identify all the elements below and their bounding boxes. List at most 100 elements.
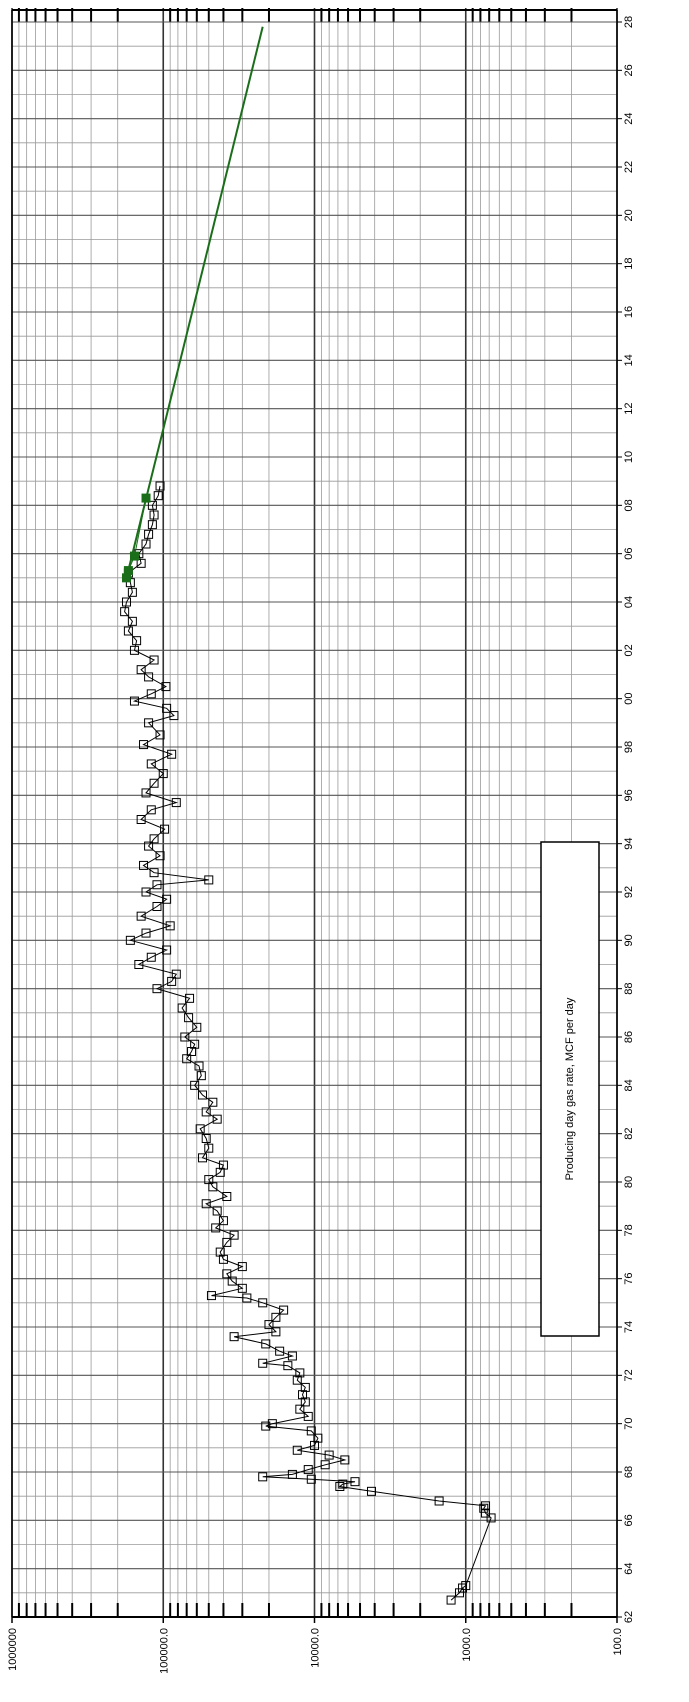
data-point (229, 1230, 239, 1240)
data-point (264, 1320, 274, 1330)
data-point (486, 1513, 496, 1523)
annotation: Producing day gas rate, MCF per day (564, 997, 576, 1180)
x-tick-label: 72 (623, 1369, 635, 1381)
data-point (144, 841, 154, 851)
data-point (295, 1368, 305, 1378)
x-tick-label: 22 (623, 161, 635, 173)
data-point (194, 1061, 204, 1071)
data-point (292, 1375, 302, 1385)
data-point (320, 1460, 330, 1470)
data-point (218, 1160, 228, 1170)
data-point (139, 740, 149, 750)
y-tick-label: 1000.0 (461, 1628, 473, 1662)
data-point (177, 1003, 187, 1013)
data-point (134, 960, 144, 969)
data-point (141, 539, 151, 549)
x-tick-label: 70 (623, 1418, 635, 1430)
annotation-box (540, 841, 600, 1337)
data-point (141, 788, 151, 798)
data-point (195, 1124, 205, 1134)
data-point (434, 1496, 444, 1506)
data-point (139, 860, 149, 870)
x-tick-label: 62 (623, 1611, 635, 1623)
data-point (211, 1223, 221, 1233)
data-point (171, 969, 181, 979)
data-point (185, 993, 195, 1003)
data-point (287, 1469, 297, 1479)
data-point (258, 1358, 268, 1368)
x-tick-label: 12 (623, 403, 635, 415)
data-point (180, 1032, 190, 1042)
data-point (167, 749, 177, 759)
y-tick-label: 100.0 (612, 1628, 624, 1656)
data-point (222, 1192, 232, 1201)
data-point (261, 1421, 271, 1431)
data-point (152, 880, 162, 890)
data-point (212, 1206, 222, 1216)
data-point (306, 1474, 316, 1484)
data-point (271, 1327, 281, 1337)
x-tick-label: 84 (623, 1079, 635, 1091)
x-tick-label: 26 (623, 64, 635, 76)
data-point (125, 935, 135, 945)
data-point (340, 1455, 350, 1465)
data-point (167, 976, 177, 986)
data-point (136, 815, 146, 824)
data-point (146, 952, 156, 962)
x-tick-label: 92 (623, 886, 635, 898)
data-point (287, 1351, 297, 1361)
data-point (261, 1339, 271, 1349)
data-point (153, 491, 163, 501)
data-point (481, 1508, 491, 1518)
data-point (229, 1332, 239, 1342)
data-point (279, 1305, 289, 1315)
x-tick-label: 66 (623, 1514, 635, 1526)
data-point (215, 1167, 225, 1177)
data-line (125, 26, 264, 579)
data-point (208, 1097, 218, 1107)
data-point (152, 984, 162, 994)
x-tick-label: 86 (623, 1031, 635, 1043)
data-point (144, 672, 154, 682)
data-point (313, 1433, 323, 1443)
data-point (335, 1482, 345, 1491)
data-point (338, 1479, 348, 1489)
x-tick-label: 90 (623, 934, 635, 946)
data-point (161, 682, 171, 692)
x-tick-label: 24 (623, 113, 635, 125)
data-point (201, 1107, 211, 1117)
data-point (155, 730, 165, 740)
data-point (267, 1419, 277, 1429)
x-tick-label: 16 (623, 306, 635, 318)
x-tick-label: 06 (623, 548, 635, 560)
data-point (146, 689, 156, 699)
y-tick-label: 1000000 (7, 1628, 19, 1671)
data-point (162, 703, 172, 713)
data-point (237, 1283, 247, 1293)
data-point (162, 894, 172, 904)
x-tick-label: 76 (623, 1273, 635, 1285)
data-point (127, 616, 137, 626)
x-tick-label: 04 (623, 596, 635, 608)
data-point (461, 1581, 471, 1591)
data-point (149, 868, 159, 878)
x-tick-label: 80 (623, 1176, 635, 1188)
data-point (144, 718, 154, 728)
data-point (204, 1143, 214, 1153)
data-point (218, 1254, 228, 1264)
data-point (222, 1269, 232, 1279)
data-point (201, 1134, 211, 1143)
data-point (198, 1153, 208, 1163)
y-tick-label: 100000.0 (158, 1628, 170, 1674)
data-point (218, 1216, 228, 1226)
data-point (132, 636, 142, 646)
data-point (479, 1503, 489, 1513)
x-tick-label: 20 (623, 209, 635, 221)
data-point (303, 1411, 313, 1421)
x-tick-label: 28 (623, 16, 635, 28)
x-tick-label: 82 (623, 1128, 635, 1140)
data-point (212, 1114, 222, 1124)
data-point (146, 805, 156, 815)
data-point (136, 558, 146, 568)
